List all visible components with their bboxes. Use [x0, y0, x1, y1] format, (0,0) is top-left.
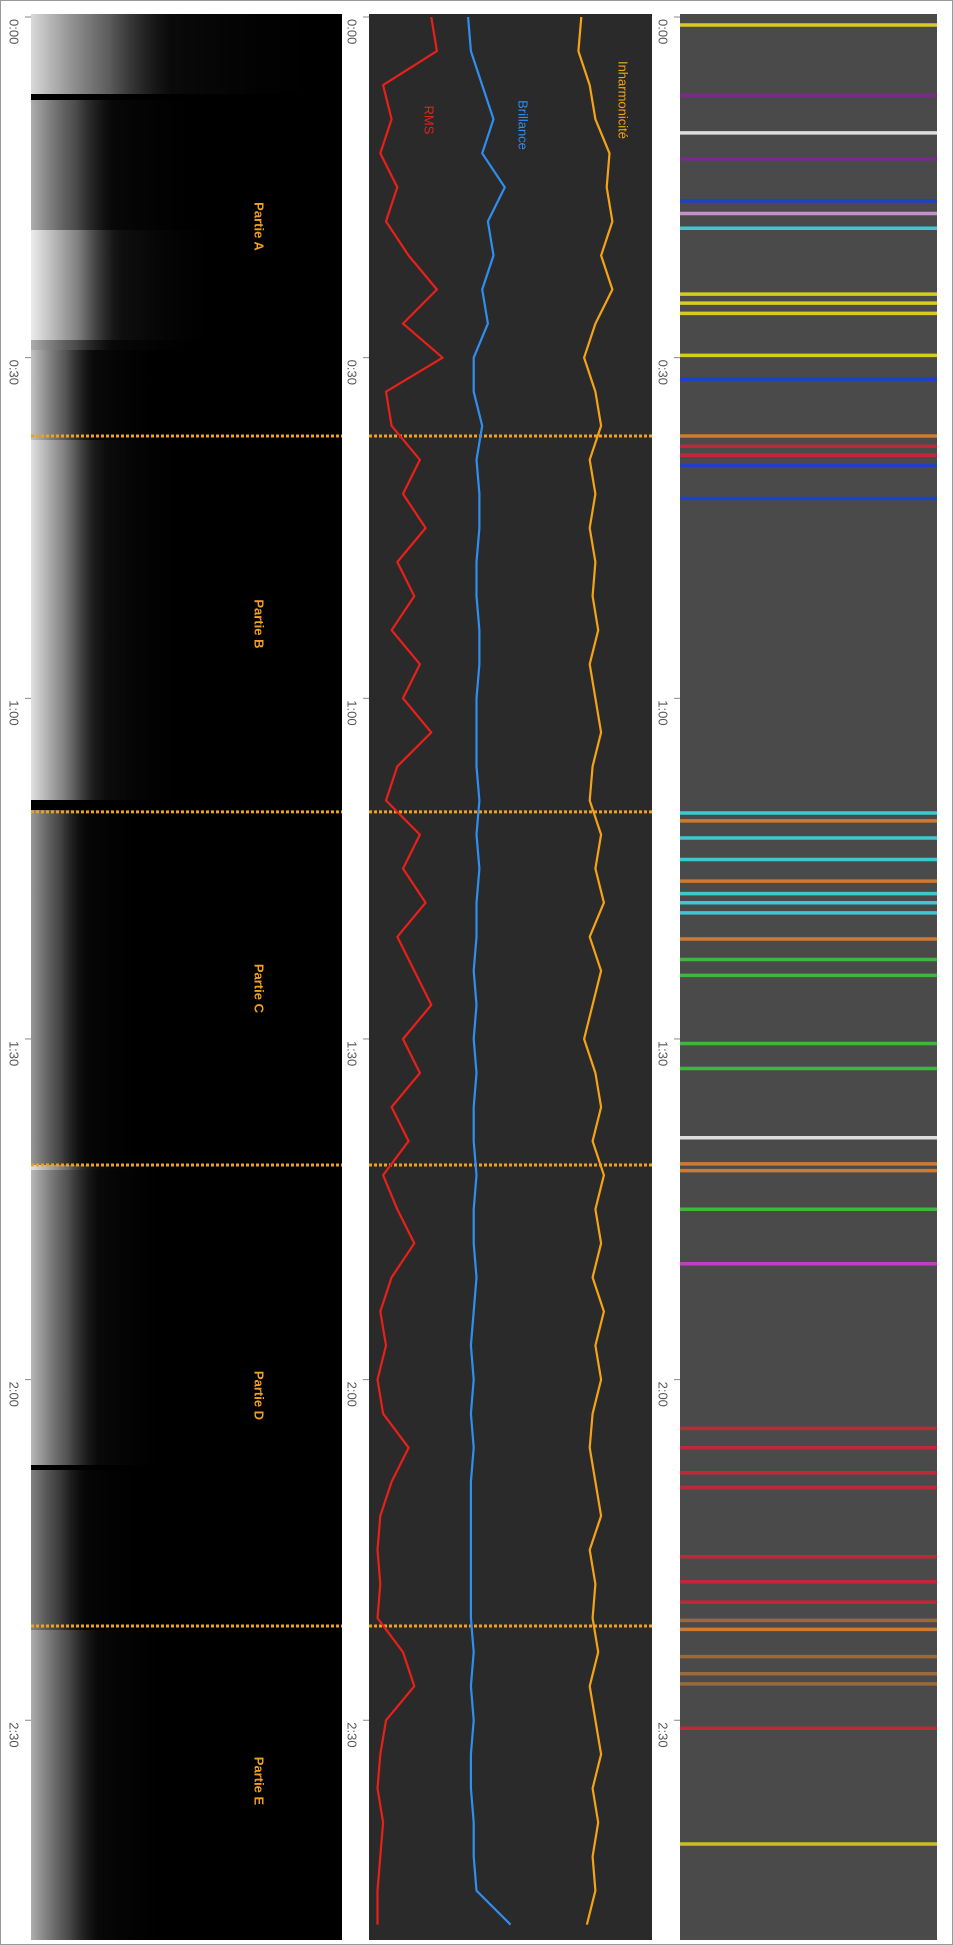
time-tick-label: 2:00: [7, 1382, 22, 1407]
section-label: Partie C: [252, 964, 267, 1014]
section-label: Partie B: [252, 599, 267, 648]
time-tick-label: 2:00: [656, 1382, 671, 1407]
descriptor-line: [467, 16, 512, 1926]
time-tick-label: 2:00: [345, 1382, 360, 1407]
time-tick-label: 1:30: [656, 1041, 671, 1066]
legend-label: RMS: [422, 106, 437, 135]
time-tick-label: 0:30: [7, 360, 22, 385]
descriptor-panel: [369, 14, 652, 1940]
spectrogram-band: [31, 1630, 181, 1940]
time-tick-label: 0:00: [656, 19, 671, 44]
time-tick-label: 1:00: [656, 700, 671, 725]
spectrogram-band: [31, 1165, 181, 1465]
spectrogram-band: [31, 810, 151, 1170]
time-tick-label: 1:30: [345, 1041, 360, 1066]
time-tick-label: 0:30: [345, 360, 360, 385]
time-tick-label: 2:30: [7, 1722, 22, 1747]
section-label: Partie A: [252, 202, 267, 251]
spectrogram-band: [31, 1470, 151, 1630]
section-label: Partie E: [252, 1757, 267, 1806]
time-tick-label: 1:30: [7, 1041, 22, 1066]
time-tick-label: 2:30: [656, 1722, 671, 1747]
spectrogram: [31, 14, 342, 1940]
time-tick-label: 1:00: [345, 700, 360, 725]
spectrogram-band: [31, 440, 201, 800]
legend-label: Brillance: [516, 100, 531, 150]
section-label: Partie D: [252, 1371, 267, 1420]
time-tick-label: 0:00: [345, 19, 360, 44]
descriptor-line: [577, 16, 614, 1925]
time-tick-label: 0:00: [7, 19, 22, 44]
spectrogram-band: [31, 230, 231, 340]
legend-label: Inharmonicité: [616, 61, 631, 139]
time-tick-label: 1:00: [7, 700, 22, 725]
spectrogram-band: [31, 14, 342, 94]
time-tick-label: 0:30: [656, 360, 671, 385]
time-tick-label: 2:30: [345, 1722, 360, 1747]
descriptor-line: [376, 16, 444, 1925]
